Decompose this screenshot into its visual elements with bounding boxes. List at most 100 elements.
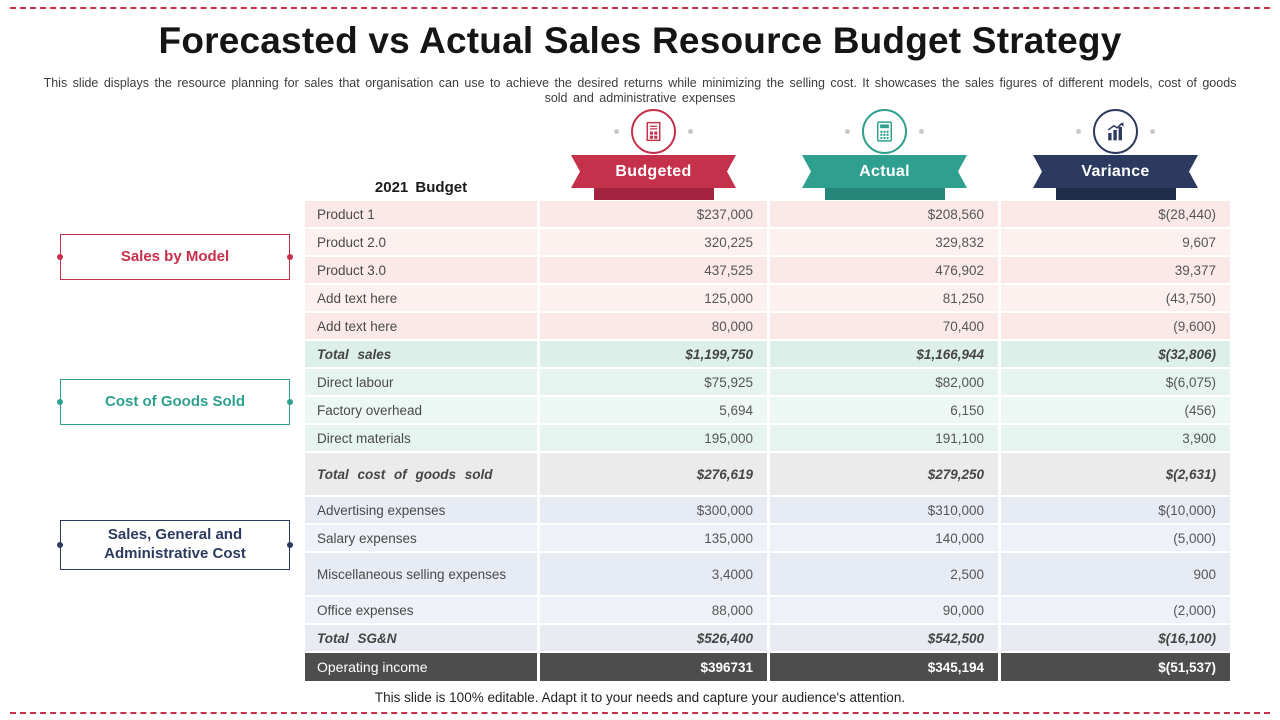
actual-value: 191,100 xyxy=(770,425,998,451)
row-label: Product 3.0 xyxy=(305,257,537,283)
budgeted-value: $75,925 xyxy=(540,369,767,395)
variance-value: (5,000) xyxy=(1001,525,1230,551)
budgeted-value: 5,694 xyxy=(540,397,767,423)
connector-dot xyxy=(57,542,63,548)
connector-dot xyxy=(57,254,63,260)
actual-value: $208,560 xyxy=(770,201,998,227)
slide-title: Forecasted vs Actual Sales Resource Budg… xyxy=(158,20,1122,61)
connector-dot xyxy=(845,129,850,134)
connector-dot xyxy=(287,254,293,260)
variance-value: $(10,000) xyxy=(1001,497,1230,523)
actual-value: $279,250 xyxy=(770,453,998,495)
row-label: Product 1 xyxy=(305,201,537,227)
table-row: Product 2.0 320,225 329,832 9,607 xyxy=(305,229,1230,255)
actual-value: 140,000 xyxy=(770,525,998,551)
actual-banner-tail xyxy=(824,188,945,200)
slide-subtitle: This slide displays the resource plannin… xyxy=(43,76,1237,105)
actual-value: $542,500 xyxy=(770,625,998,651)
table-row: Product 1 $237,000 $208,560 $(28,440) xyxy=(305,201,1230,227)
group-label-sales-by-model: Sales by Model xyxy=(57,234,293,280)
budget-sheet-icon xyxy=(631,109,676,154)
table-row: Advertising expenses $300,000 $310,000 $… xyxy=(305,497,1230,523)
variance-column-banner: Variance xyxy=(1033,155,1198,188)
budgeted-value: 135,000 xyxy=(540,525,767,551)
group-label-text: Sales by Model xyxy=(120,247,230,265)
actual-value: 90,000 xyxy=(770,597,998,623)
budget-table: Product 1 $237,000 $208,560 $(28,440) Pr… xyxy=(305,201,1230,683)
variance-value: $(32,806) xyxy=(1001,341,1230,367)
group-label-text: Cost of Goods Sold xyxy=(105,392,245,410)
row-label: Factory overhead xyxy=(305,397,537,423)
actual-value: 476,902 xyxy=(770,257,998,283)
row-label: Office expenses xyxy=(305,597,537,623)
actual-icon-row xyxy=(802,108,967,155)
calculator-icon xyxy=(862,109,907,154)
actual-column-banner: Actual xyxy=(802,155,967,188)
variance-value: $(16,100) xyxy=(1001,625,1230,651)
actual-value: $310,000 xyxy=(770,497,998,523)
top-border-line xyxy=(10,7,1270,9)
row-label: Direct materials xyxy=(305,425,537,451)
budgeted-value: $300,000 xyxy=(540,497,767,523)
column-group-actual: Actual xyxy=(802,108,967,200)
connector-dot xyxy=(287,542,293,548)
variance-value: 3,900 xyxy=(1001,425,1230,451)
budgeted-column-banner: Budgeted xyxy=(571,155,736,188)
budgeted-value: 3,4000 xyxy=(540,553,767,595)
table-row: Factory overhead 5,694 6,150 (456) xyxy=(305,397,1230,423)
actual-value: 70,400 xyxy=(770,313,998,339)
variance-value: (2,000) xyxy=(1001,597,1230,623)
budget-year-label: 2021 Budget xyxy=(374,178,468,196)
variance-value: $(2,631) xyxy=(1001,453,1230,495)
budgeted-value: 80,000 xyxy=(540,313,767,339)
budgeted-value: 195,000 xyxy=(540,425,767,451)
variance-icon-row xyxy=(1033,108,1198,155)
table-row: Salary expenses 135,000 140,000 (5,000) xyxy=(305,525,1230,551)
table-row: Direct labour $75,925 $82,000 $(6,075) xyxy=(305,369,1230,395)
row-label: Operating income xyxy=(305,653,537,681)
variance-value: (9,600) xyxy=(1001,313,1230,339)
connector-dot xyxy=(287,399,293,405)
budgeted-value: 125,000 xyxy=(540,285,767,311)
column-group-variance: Variance xyxy=(1033,108,1198,200)
footer-note: This slide is 100% editable. Adapt it to… xyxy=(374,690,906,705)
budgeted-value: $1,199,750 xyxy=(540,341,767,367)
table-row: Operating income $396731 $345,194 $(51,5… xyxy=(305,653,1230,681)
connector-dot xyxy=(614,129,619,134)
connector-dot xyxy=(1150,129,1155,134)
connector-dot xyxy=(57,399,63,405)
row-label: Advertising expenses xyxy=(305,497,537,523)
variance-value: $(51,537) xyxy=(1001,653,1230,681)
actual-value: 329,832 xyxy=(770,229,998,255)
group-label-sgna-cost: Sales, General and Administrative Cost xyxy=(57,520,293,570)
variance-value: 9,607 xyxy=(1001,229,1230,255)
connector-dot xyxy=(1076,129,1081,134)
table-row: Add text here 125,000 81,250 (43,750) xyxy=(305,285,1230,311)
row-label: Product 2.0 xyxy=(305,229,537,255)
actual-value: 81,250 xyxy=(770,285,998,311)
row-label: Add text here xyxy=(305,313,537,339)
budgeted-icon-row xyxy=(571,108,736,155)
actual-value: 6,150 xyxy=(770,397,998,423)
actual-value: $345,194 xyxy=(770,653,998,681)
row-label: Direct labour xyxy=(305,369,537,395)
actual-value: 2,500 xyxy=(770,553,998,595)
group-label-cost-of-goods-sold: Cost of Goods Sold xyxy=(57,379,293,425)
budgeted-value: 88,000 xyxy=(540,597,767,623)
variance-value: 39,377 xyxy=(1001,257,1230,283)
budgeted-value: $526,400 xyxy=(540,625,767,651)
table-row: Product 3.0 437,525 476,902 39,377 xyxy=(305,257,1230,283)
budgeted-value: $396731 xyxy=(540,653,767,681)
row-label: Salary expenses xyxy=(305,525,537,551)
row-label: Total SG&N xyxy=(305,625,537,651)
actual-value: $1,166,944 xyxy=(770,341,998,367)
bottom-border-line xyxy=(10,712,1270,714)
table-row: Total sales $1,199,750 $1,166,944 $(32,8… xyxy=(305,341,1230,367)
variance-value: $(6,075) xyxy=(1001,369,1230,395)
row-label: Total cost of goods sold xyxy=(305,453,537,495)
variance-value: (456) xyxy=(1001,397,1230,423)
budgeted-value: $237,000 xyxy=(540,201,767,227)
row-label: Add text here xyxy=(305,285,537,311)
table-row: Add text here 80,000 70,400 (9,600) xyxy=(305,313,1230,339)
